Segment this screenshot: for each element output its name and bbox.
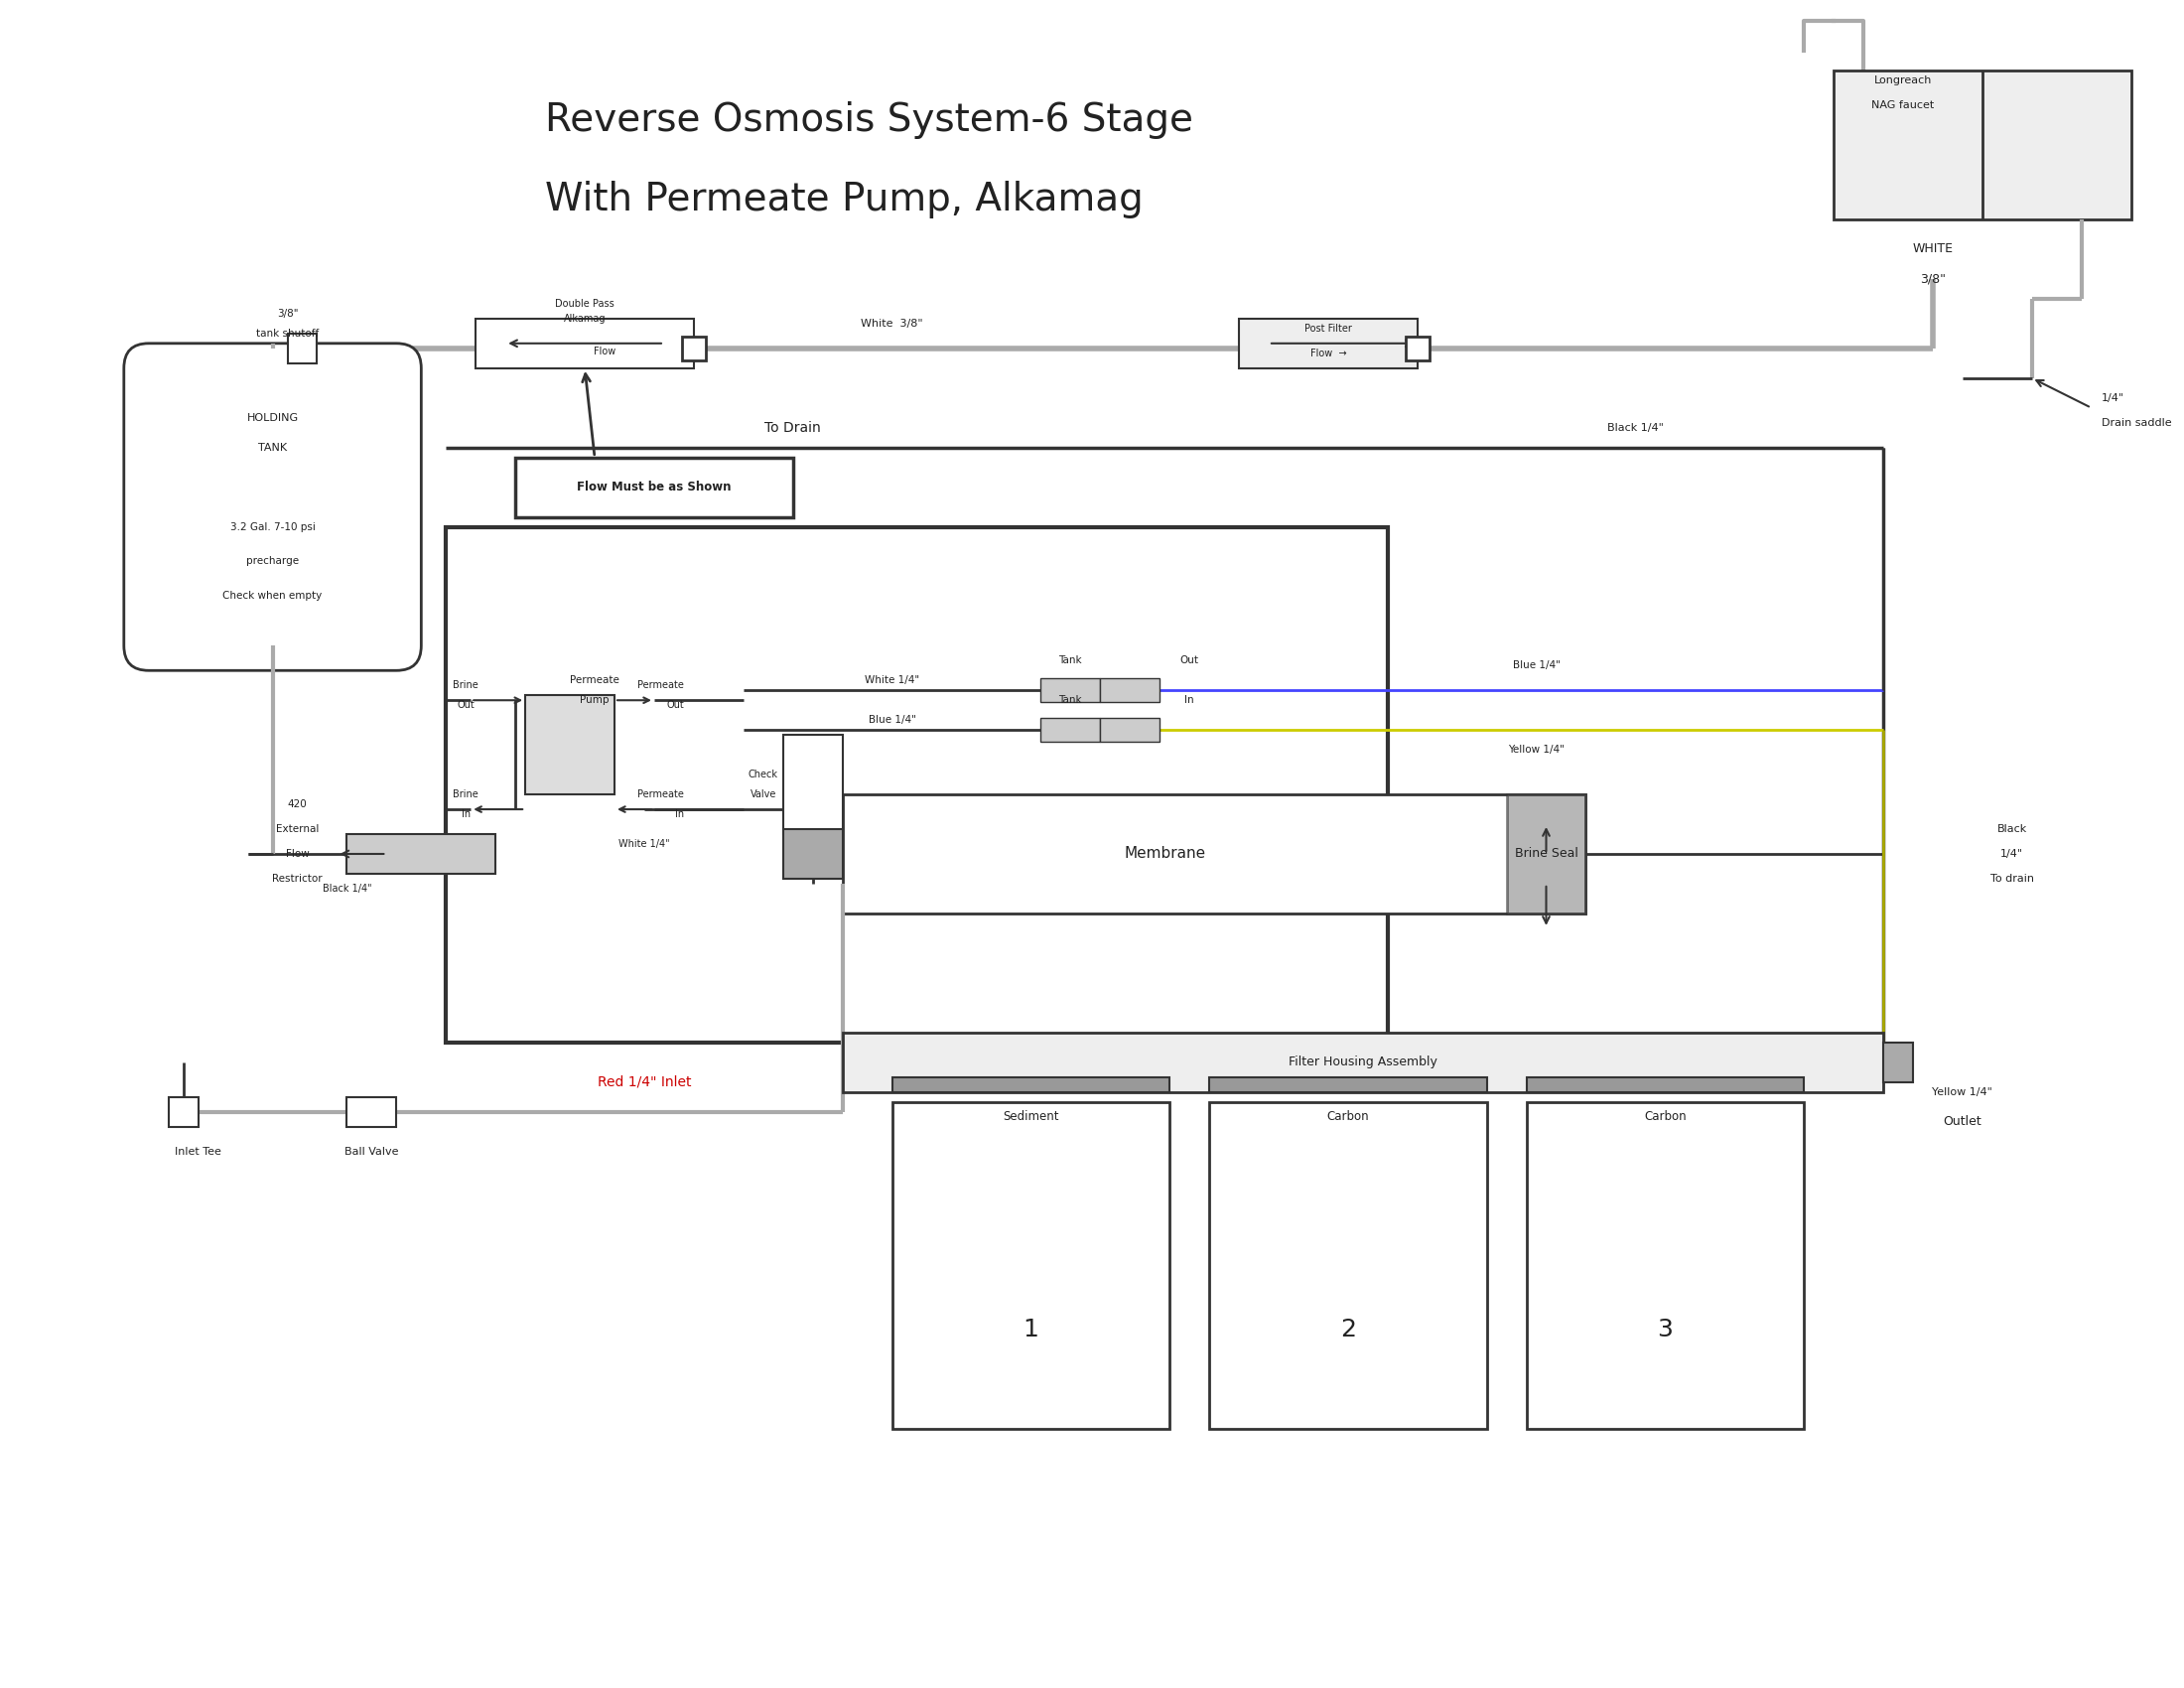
Bar xyxy=(1101,679,1160,702)
Bar xyxy=(288,334,317,363)
Bar xyxy=(891,1077,1171,1092)
Text: precharge: precharge xyxy=(247,557,299,567)
Bar xyxy=(891,1102,1171,1430)
Text: 2: 2 xyxy=(1341,1318,1356,1342)
Text: 3/8": 3/8" xyxy=(1920,272,1946,285)
Text: Drain saddle: Drain saddle xyxy=(2101,417,2171,427)
Bar xyxy=(1507,795,1586,913)
Text: 1/4": 1/4" xyxy=(2101,393,2125,403)
Text: Tank: Tank xyxy=(1059,695,1081,706)
Text: In: In xyxy=(461,809,470,819)
Bar xyxy=(1042,679,1101,702)
Text: White  3/8": White 3/8" xyxy=(860,319,924,329)
Text: Longreach: Longreach xyxy=(1874,76,1933,86)
Bar xyxy=(1406,336,1428,360)
Text: 3.2 Gal. 7-10 psi: 3.2 Gal. 7-10 psi xyxy=(229,522,314,532)
Text: Brine: Brine xyxy=(452,790,478,800)
Bar xyxy=(446,527,1387,1041)
Text: To drain: To drain xyxy=(1990,874,2033,883)
Bar xyxy=(168,1097,199,1126)
Text: In: In xyxy=(675,809,684,819)
Text: Flow Must be as Shown: Flow Must be as Shown xyxy=(577,481,732,493)
Text: Permeate: Permeate xyxy=(638,680,684,690)
Text: Black: Black xyxy=(1996,824,2027,834)
Text: HOLDING: HOLDING xyxy=(247,414,299,422)
Text: Sediment: Sediment xyxy=(1002,1111,1059,1123)
Text: Permeate: Permeate xyxy=(570,675,620,685)
Text: tank shutoff: tank shutoff xyxy=(256,329,319,338)
Text: WHITE: WHITE xyxy=(1913,243,1952,255)
Text: Inlet Tee: Inlet Tee xyxy=(175,1146,221,1156)
Text: To Drain: To Drain xyxy=(764,420,821,434)
Bar xyxy=(784,829,843,879)
Text: Brine: Brine xyxy=(452,680,478,690)
Text: Out: Out xyxy=(666,701,684,711)
Bar xyxy=(1042,717,1101,743)
Bar xyxy=(843,795,1586,913)
Text: Blue 1/4": Blue 1/4" xyxy=(869,716,915,726)
Bar xyxy=(843,1033,1883,1092)
Bar xyxy=(784,734,843,834)
Text: 420: 420 xyxy=(288,800,308,809)
Text: Black 1/4": Black 1/4" xyxy=(1607,422,1664,432)
Text: In: In xyxy=(1184,695,1195,706)
Text: With Permeate Pump, Alkamag: With Permeate Pump, Alkamag xyxy=(546,181,1144,218)
Text: Red 1/4" Inlet: Red 1/4" Inlet xyxy=(598,1075,690,1089)
Text: Brine Seal: Brine Seal xyxy=(1514,847,1577,861)
Text: External: External xyxy=(275,824,319,834)
FancyBboxPatch shape xyxy=(124,343,422,670)
Text: Out: Out xyxy=(456,701,474,711)
Bar xyxy=(1210,1102,1487,1430)
Bar xyxy=(1527,1102,1804,1430)
Text: Blue 1/4": Blue 1/4" xyxy=(1514,660,1559,670)
Text: Yellow 1/4": Yellow 1/4" xyxy=(1507,744,1564,755)
Text: White 1/4": White 1/4" xyxy=(865,675,919,685)
Text: Restrictor: Restrictor xyxy=(273,874,323,883)
Text: 3: 3 xyxy=(1658,1318,1673,1342)
Text: Filter Housing Assembly: Filter Housing Assembly xyxy=(1289,1055,1437,1069)
Text: 1/4": 1/4" xyxy=(2001,849,2025,859)
Text: 3/8": 3/8" xyxy=(277,309,297,319)
Bar xyxy=(526,695,614,795)
Text: Double Pass: Double Pass xyxy=(555,299,614,309)
Text: Check when empty: Check when empty xyxy=(223,591,323,601)
Text: Post Filter: Post Filter xyxy=(1304,324,1352,334)
Text: Carbon: Carbon xyxy=(1328,1111,1369,1123)
Text: Outlet: Outlet xyxy=(1944,1116,1981,1128)
Text: Black 1/4": Black 1/4" xyxy=(323,883,371,893)
Text: Reverse Osmosis System-6 Stage: Reverse Osmosis System-6 Stage xyxy=(546,101,1192,138)
Bar xyxy=(1527,1077,1804,1092)
Text: NAG faucet: NAG faucet xyxy=(1872,101,1935,110)
Text: Valve: Valve xyxy=(749,790,775,800)
Bar xyxy=(347,1097,397,1126)
Text: TANK: TANK xyxy=(258,442,286,452)
Text: White 1/4": White 1/4" xyxy=(618,839,670,849)
Text: Pump: Pump xyxy=(581,695,609,706)
Bar xyxy=(681,336,705,360)
Bar xyxy=(1238,319,1417,368)
Text: Check: Check xyxy=(749,770,778,780)
Bar xyxy=(1210,1077,1487,1092)
Bar xyxy=(515,457,793,517)
Bar xyxy=(347,834,496,874)
Text: Membrane: Membrane xyxy=(1125,846,1206,861)
Text: Tank: Tank xyxy=(1059,655,1081,665)
Bar xyxy=(1883,1041,1913,1082)
Text: Out: Out xyxy=(1179,655,1199,665)
Text: Flow: Flow xyxy=(286,849,310,859)
Text: 1: 1 xyxy=(1022,1318,1040,1342)
Bar xyxy=(476,319,695,368)
Bar xyxy=(1101,717,1160,743)
Text: Ball Valve: Ball Valve xyxy=(345,1146,400,1156)
Text: Carbon: Carbon xyxy=(1645,1111,1686,1123)
Text: Yellow 1/4": Yellow 1/4" xyxy=(1933,1087,1992,1097)
Text: Permeate: Permeate xyxy=(638,790,684,800)
Text: Alkamag: Alkamag xyxy=(563,314,605,324)
Text: Flow: Flow xyxy=(594,346,616,356)
Bar xyxy=(1835,71,2132,219)
Text: Flow  →: Flow → xyxy=(1310,348,1345,358)
